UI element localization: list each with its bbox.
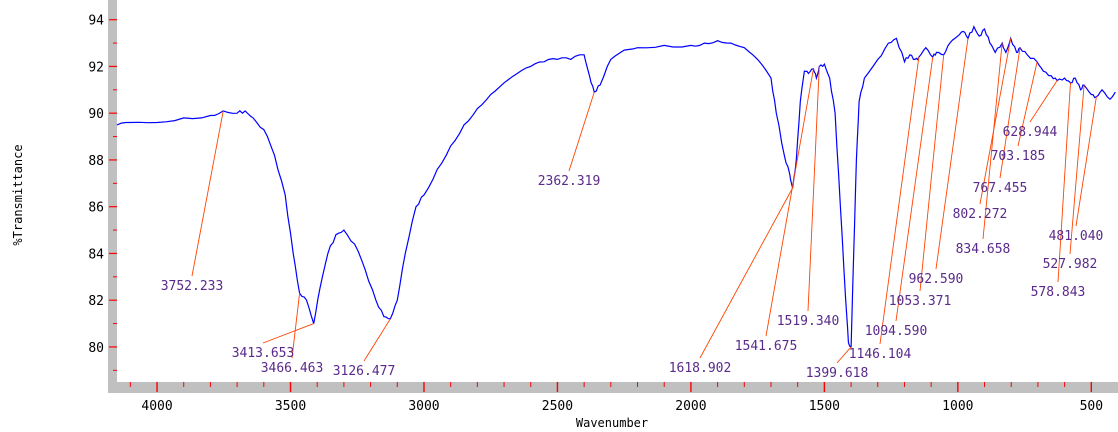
spectrum-line (116, 25, 1116, 348)
x-tick-label: 2500 (542, 399, 573, 414)
peak-label: 628.944 (1003, 125, 1058, 140)
annotation-leader-line (935, 38, 969, 270)
x-tick-label: 1500 (809, 399, 840, 414)
peak-label: 962.590 (909, 272, 964, 287)
y-tick-label: 80 (88, 341, 104, 356)
peak-label: 767.455 (973, 181, 1028, 196)
x-tick-label: 3000 (408, 399, 439, 414)
spectrum-series (116, 25, 1116, 348)
x-axis-title: Wavenumber (576, 416, 648, 430)
annotation-leader-line (765, 68, 814, 337)
y-tick-label: 82 (88, 294, 104, 309)
peak-label: 834.658 (956, 242, 1011, 257)
y-axis-ticks: 80 82 84 86 88 90 92 94 (88, 14, 117, 371)
annotation-leader-line (979, 38, 1012, 205)
peak-label: 1541.675 (735, 339, 798, 354)
annotation-leader-line (191, 110, 224, 277)
annotation-leader-line (895, 57, 934, 322)
peak-label: 1146.104 (849, 347, 912, 362)
peak-label: 3126.477 (333, 364, 396, 379)
peak-label: 3752.233 (161, 279, 224, 294)
peak-label: 2362.319 (538, 174, 601, 189)
x-tick-label: 500 (1080, 399, 1103, 414)
annotation-leader-line (568, 92, 595, 172)
y-tick-label: 88 (88, 154, 104, 169)
peak-label: 802.272 (953, 207, 1008, 222)
annotation-leader-line (1069, 85, 1085, 255)
annotation-leader-line (1017, 61, 1038, 147)
left-axis-bar (108, 0, 117, 393)
y-tick-label: 86 (88, 201, 104, 216)
annotation-leader-line (699, 187, 794, 359)
peak-label: 527.982 (1043, 257, 1098, 272)
annotation-leader-line (262, 323, 314, 344)
annotation-leader-line (919, 54, 945, 292)
annotation-leader-line (1029, 80, 1058, 123)
annotation-leader-line (982, 43, 1003, 240)
y-tick-label: 84 (88, 247, 104, 262)
peak-label: 1519.340 (777, 314, 840, 329)
annotation-leader-line (879, 57, 920, 345)
annotation-leader-line (1075, 96, 1097, 227)
annotation-leader-line (1057, 82, 1071, 283)
peak-label: 578.843 (1031, 285, 1086, 300)
peak-label: 3413.653 (232, 346, 295, 361)
y-tick-label: 90 (88, 107, 104, 122)
annotation-leader-line (836, 346, 852, 364)
annotation-leader-line (999, 47, 1021, 179)
y-axis-title: %Transmittance (11, 144, 25, 245)
annotation-leader-line (363, 318, 391, 362)
bottom-axis-bar (108, 382, 1118, 393)
x-tick-label: 4000 (141, 399, 172, 414)
x-axis-ticks: 4000 3500 3000 2500 2000 1500 1000 500 (129, 382, 1103, 414)
peak-label: 3466.463 (261, 361, 324, 376)
x-tick-label: 3500 (275, 399, 306, 414)
peak-label: 1053.371 (889, 294, 952, 309)
annotation-leader-line (807, 66, 820, 312)
peak-label: 1399.618 (806, 366, 869, 381)
peak-label: 703.185 (991, 149, 1046, 164)
y-tick-label: 94 (88, 14, 104, 29)
x-tick-label: 2000 (675, 399, 706, 414)
peak-label: 1094.590 (865, 324, 928, 339)
annotation-leader-line (291, 293, 301, 359)
x-tick-label: 1000 (942, 399, 973, 414)
peak-label: 1618.902 (669, 361, 732, 376)
y-tick-label: 92 (88, 60, 104, 75)
peak-label: 481.040 (1049, 229, 1104, 244)
